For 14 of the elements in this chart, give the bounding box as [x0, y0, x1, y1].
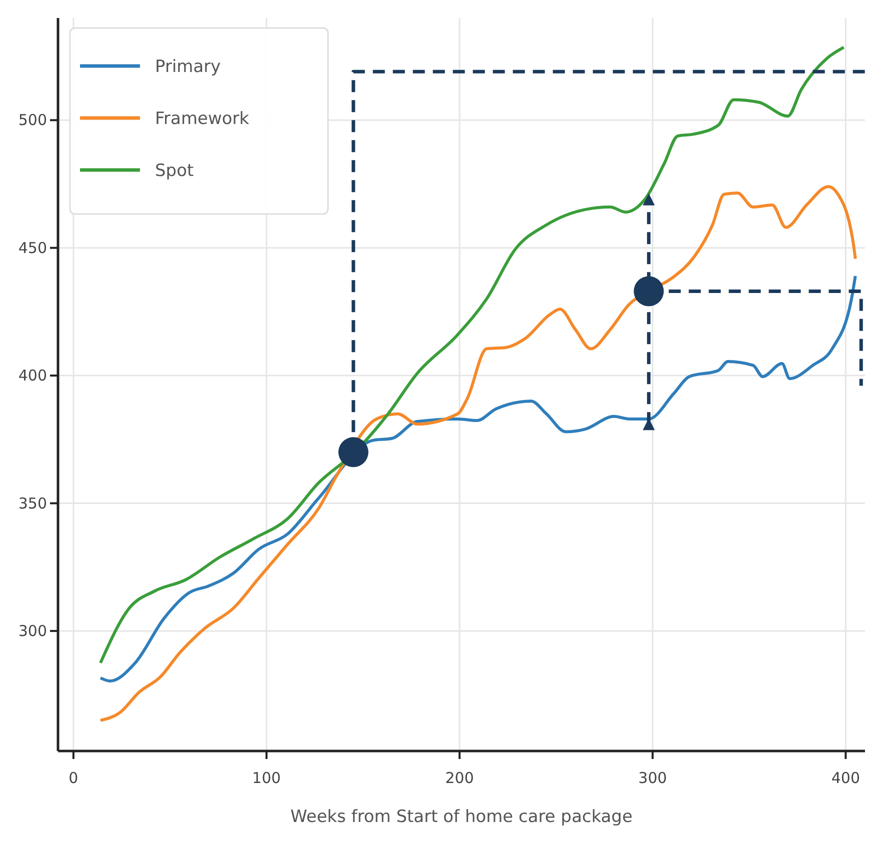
legend-label: Primary [155, 57, 221, 77]
y-tick-label: 500 [18, 111, 47, 130]
y-tick-label: 350 [18, 494, 47, 512]
y-tick-label: 300 [18, 622, 47, 640]
legend-label: Spot [155, 161, 194, 181]
x-tick-label: 0 [68, 769, 78, 787]
x-tick-label: 200 [445, 769, 474, 787]
y-tick-label: 400 [18, 366, 47, 385]
x-tick-label: 400 [831, 769, 860, 787]
y-tick-label: 450 [18, 238, 47, 257]
x-tick-label: 300 [638, 769, 667, 787]
x-tick-label: 100 [252, 769, 281, 787]
legend-label: Framework [155, 109, 250, 129]
x-axis-title: Weeks from Start of home care package [290, 807, 633, 827]
